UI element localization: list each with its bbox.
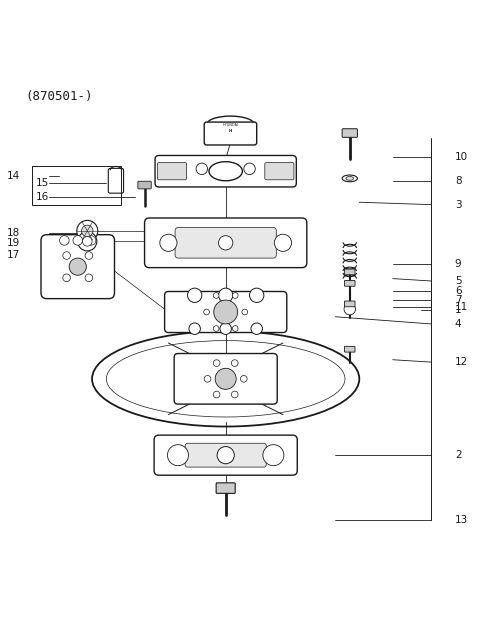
- Ellipse shape: [92, 331, 360, 427]
- Text: 15: 15: [36, 178, 49, 188]
- Circle shape: [231, 360, 238, 366]
- Ellipse shape: [342, 175, 358, 182]
- FancyBboxPatch shape: [41, 235, 115, 299]
- Circle shape: [82, 225, 93, 236]
- Text: 9: 9: [455, 260, 461, 270]
- FancyBboxPatch shape: [157, 163, 187, 180]
- Ellipse shape: [209, 162, 242, 181]
- Circle shape: [204, 309, 209, 315]
- FancyBboxPatch shape: [175, 228, 276, 258]
- Circle shape: [85, 251, 93, 260]
- FancyBboxPatch shape: [345, 301, 355, 307]
- Text: 11: 11: [455, 302, 468, 312]
- FancyBboxPatch shape: [174, 354, 277, 404]
- FancyBboxPatch shape: [185, 443, 266, 467]
- FancyBboxPatch shape: [138, 181, 151, 189]
- FancyBboxPatch shape: [154, 435, 297, 475]
- FancyBboxPatch shape: [265, 163, 294, 180]
- Circle shape: [275, 234, 291, 251]
- Circle shape: [213, 360, 220, 366]
- Text: 12: 12: [455, 357, 468, 367]
- Circle shape: [218, 236, 233, 250]
- Text: 18: 18: [7, 228, 21, 238]
- FancyBboxPatch shape: [216, 483, 235, 494]
- Circle shape: [244, 163, 255, 175]
- Circle shape: [213, 326, 219, 331]
- Text: 16: 16: [36, 192, 49, 202]
- Circle shape: [214, 300, 238, 324]
- Circle shape: [240, 376, 247, 382]
- Text: 6: 6: [455, 286, 461, 296]
- FancyBboxPatch shape: [345, 281, 355, 286]
- FancyBboxPatch shape: [345, 346, 355, 352]
- Circle shape: [160, 234, 177, 251]
- Circle shape: [213, 391, 220, 398]
- Text: 19: 19: [7, 238, 21, 248]
- FancyBboxPatch shape: [108, 168, 123, 193]
- Text: 7: 7: [455, 295, 461, 305]
- FancyBboxPatch shape: [342, 129, 358, 137]
- Circle shape: [242, 309, 248, 315]
- Text: 1: 1: [455, 305, 461, 314]
- Text: 13: 13: [455, 515, 468, 525]
- Text: 2: 2: [455, 450, 461, 460]
- Text: 8: 8: [455, 176, 461, 186]
- Text: 3: 3: [455, 200, 461, 210]
- Circle shape: [188, 288, 202, 303]
- FancyBboxPatch shape: [345, 269, 355, 275]
- Text: 4: 4: [455, 319, 461, 329]
- Circle shape: [217, 447, 234, 464]
- Circle shape: [213, 293, 219, 298]
- Text: 17: 17: [7, 250, 21, 260]
- Circle shape: [63, 251, 71, 260]
- Circle shape: [196, 163, 207, 175]
- Circle shape: [60, 236, 69, 245]
- Circle shape: [189, 323, 200, 334]
- Circle shape: [83, 236, 92, 246]
- Ellipse shape: [206, 116, 254, 133]
- FancyBboxPatch shape: [144, 218, 307, 268]
- Circle shape: [232, 326, 238, 331]
- Circle shape: [215, 368, 236, 389]
- Circle shape: [344, 303, 356, 315]
- Ellipse shape: [107, 341, 345, 417]
- Circle shape: [251, 323, 263, 334]
- Circle shape: [63, 274, 71, 281]
- Circle shape: [218, 288, 233, 303]
- Text: (870501-): (870501-): [25, 90, 93, 103]
- FancyBboxPatch shape: [155, 155, 296, 187]
- Circle shape: [250, 288, 264, 303]
- Circle shape: [78, 232, 97, 251]
- Circle shape: [69, 258, 86, 275]
- Text: 10: 10: [455, 152, 468, 162]
- Text: 5: 5: [455, 276, 461, 286]
- Circle shape: [263, 445, 284, 466]
- Circle shape: [220, 323, 231, 334]
- Circle shape: [85, 274, 93, 281]
- Text: HYUNDAI: HYUNDAI: [222, 124, 239, 127]
- FancyBboxPatch shape: [165, 291, 287, 333]
- Circle shape: [231, 391, 238, 398]
- Circle shape: [232, 293, 238, 298]
- Circle shape: [86, 236, 96, 245]
- Circle shape: [204, 376, 211, 382]
- Text: 14: 14: [7, 171, 21, 181]
- Ellipse shape: [346, 177, 354, 180]
- Circle shape: [168, 445, 189, 466]
- Circle shape: [73, 236, 83, 245]
- FancyBboxPatch shape: [204, 122, 257, 145]
- Circle shape: [77, 220, 98, 241]
- Text: H: H: [229, 129, 232, 133]
